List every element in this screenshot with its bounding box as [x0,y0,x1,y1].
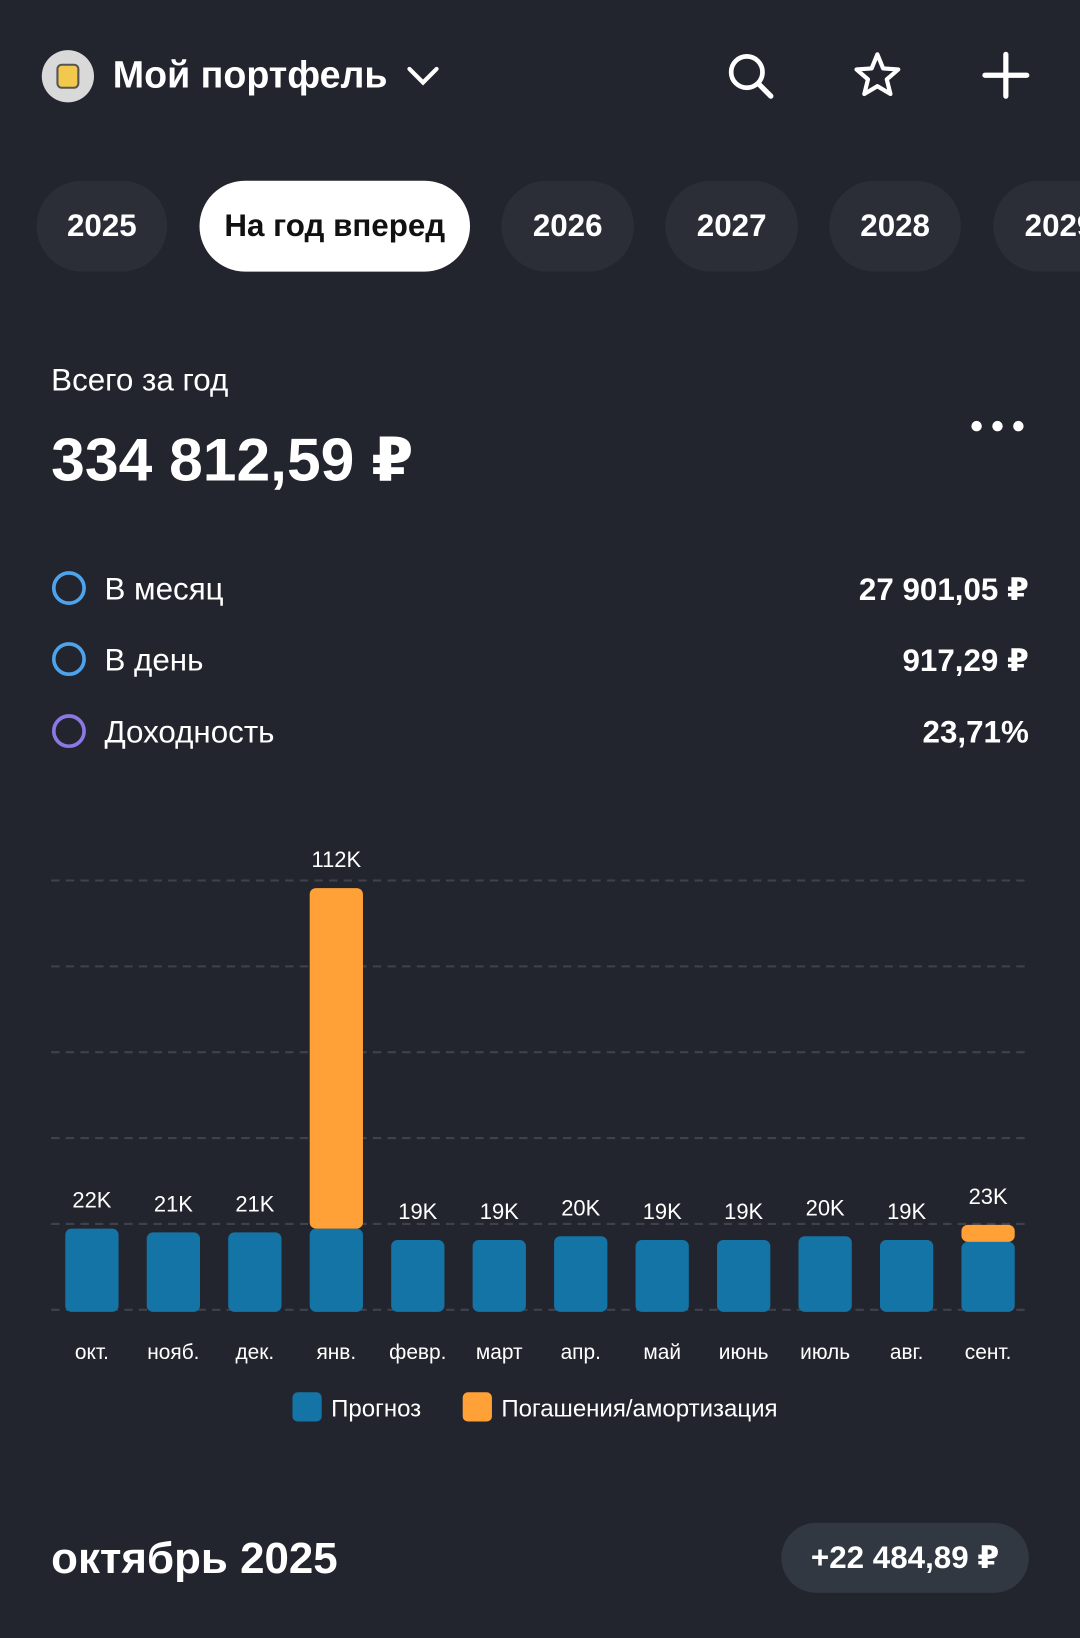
legend-swatch [462,1392,492,1422]
bar-segment [391,1239,445,1312]
chevron-icon[interactable] [405,61,441,90]
x-tick-label: июль [800,1341,850,1364]
x-tick-label: авг. [890,1341,924,1364]
tab-selected[interactable]: На год вперед [199,180,471,272]
x-tick-label: май [643,1341,681,1364]
bar-segment [961,1241,1015,1312]
bar-total-label: 23K [969,1184,1008,1209]
legend-label: Прогноз [331,1395,421,1422]
x-tick-label: окт. [75,1341,109,1364]
row-label: Доходность [104,715,275,750]
bar-total-label: 22K [72,1188,111,1213]
x-tick-label: нояб. [147,1341,199,1364]
bar-total-label: 19K [724,1199,763,1224]
bar-total-label: 19K [480,1199,519,1224]
bar-total-label: 19K [643,1199,682,1224]
bar-total-label: 19K [887,1199,926,1224]
bar-total-label: 21K [235,1192,274,1217]
row-value: 23,71% [922,715,1029,750]
summary-label: Всего за год [51,363,229,398]
logo [41,50,95,103]
bar-segment [65,1228,119,1312]
bar-segment [717,1239,771,1312]
bar-total-label: 21K [154,1192,193,1217]
x-tick-label: дек. [235,1341,274,1364]
tab[interactable]: 2027 [665,180,798,272]
bar-total-label: 20K [561,1195,600,1220]
bar-total-label: 20K [806,1195,845,1220]
portfolio-title[interactable]: Мой портфель [112,53,388,97]
favorite-icon[interactable] [852,50,902,100]
bar-segment [961,1224,1015,1242]
bar-segment [228,1232,282,1312]
add-icon[interactable] [981,50,1031,100]
month-title: октябрь 2025 [51,1533,338,1583]
bar-segment [554,1236,608,1312]
x-tick-label: март [476,1341,523,1364]
x-tick-label: февр. [389,1341,446,1364]
x-tick-label: июнь [719,1341,769,1364]
x-tick-label: сент. [965,1341,1012,1364]
legend-label: Погашения/амортизация [501,1395,777,1422]
bar-segment [472,1239,526,1312]
tab[interactable]: 2025 [36,180,168,272]
month-amount: +22 484,89 ₽ [781,1522,1029,1593]
tab[interactable]: 2028 [829,180,961,272]
bar-total-label: 112K [312,847,362,872]
row-value: 27 901,05 ₽ [858,572,1029,608]
more-icon[interactable] [966,416,1029,437]
bar-segment [309,1228,363,1312]
chart: 22K окт. 21K нояб. 21K дек. 112K янв. 19K февр. 19… [51,847,1029,1422]
bar-segment [309,888,363,1229]
row-label: В день [104,643,204,678]
x-tick-label: апр. [561,1341,601,1364]
tab[interactable]: 2026 [501,180,635,272]
bar-segment [635,1239,689,1312]
search-icon[interactable] [725,50,775,100]
legend-swatch [292,1392,322,1422]
bar-total-label: 19K [398,1199,437,1224]
tab[interactable]: 2029 [993,180,1080,272]
bar-segment [879,1239,934,1312]
bar-segment [146,1232,201,1312]
row-value: 917,29 ₽ [902,643,1029,679]
row-icons [51,571,86,748]
row-label: В месяц [104,572,224,607]
x-tick-label: янв. [316,1341,356,1364]
bar-segment [798,1236,852,1312]
summary-total: 334 812,59 ₽ [51,426,414,495]
